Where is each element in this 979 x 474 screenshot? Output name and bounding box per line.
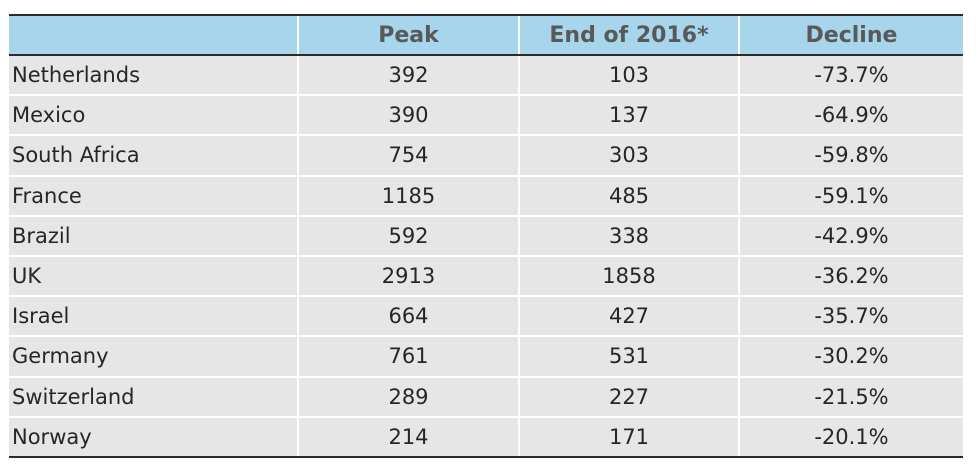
cell-decline: -30.2% — [738, 336, 963, 378]
cell-end-2016: 1858 — [518, 255, 739, 298]
cell-peak: 761 — [297, 336, 519, 378]
header-country — [9, 14, 298, 56]
cell-peak: 754 — [297, 135, 519, 177]
cell-decline: -59.1% — [738, 175, 963, 217]
table-row: Netherlands 392 103 -73.7% — [9, 55, 963, 97]
cell-decline: -36.2% — [738, 255, 963, 298]
cell-country: UK — [9, 255, 298, 298]
table-row: Switzerland 289 227 -21.5% — [9, 376, 963, 418]
cell-peak: 2913 — [297, 255, 519, 298]
header-decline: Decline — [738, 14, 963, 56]
table-row: South Africa 754 303 -59.8% — [9, 135, 963, 177]
cell-end-2016: 227 — [518, 376, 739, 418]
table-body: Netherlands 392 103 -73.7% Mexico 390 13… — [9, 55, 963, 458]
cell-end-2016: 103 — [518, 55, 739, 97]
cell-decline: -73.7% — [738, 55, 963, 97]
cell-end-2016: 338 — [518, 215, 739, 257]
cell-country: Mexico — [9, 95, 298, 137]
header-row: Peak End of 2016* Decline — [9, 14, 963, 56]
cell-peak: 214 — [297, 416, 519, 458]
table-row: Mexico 390 137 -64.9% — [9, 95, 963, 137]
table-header: Peak End of 2016* Decline — [9, 14, 963, 56]
cell-decline: -64.9% — [738, 95, 963, 137]
cell-peak: 390 — [297, 95, 519, 137]
table-row: France 1185 485 -59.1% — [9, 175, 963, 217]
cell-country: Israel — [9, 296, 298, 338]
cell-end-2016: 531 — [518, 336, 739, 378]
cell-country: Netherlands — [9, 55, 298, 97]
header-end-of-2016: End of 2016* — [518, 14, 739, 56]
cell-decline: -20.1% — [738, 416, 963, 458]
cell-end-2016: 303 — [518, 135, 739, 177]
table-row: UK 2913 1858 -36.2% — [9, 255, 963, 298]
cell-country: Norway — [9, 416, 298, 458]
table-row: Brazil 592 338 -42.9% — [9, 215, 963, 257]
cell-peak: 289 — [297, 376, 519, 418]
cell-end-2016: 137 — [518, 95, 739, 137]
cell-end-2016: 485 — [518, 175, 739, 217]
cell-end-2016: 171 — [518, 416, 739, 458]
cell-peak: 664 — [297, 296, 519, 338]
cell-decline: -59.8% — [738, 135, 963, 177]
cell-end-2016: 427 — [518, 296, 739, 338]
cell-decline: -35.7% — [738, 296, 963, 338]
data-table-container: Peak End of 2016* Decline Netherlands 39… — [9, 14, 963, 458]
cell-peak: 1185 — [297, 175, 519, 217]
cell-country: South Africa — [9, 135, 298, 177]
table-row: Germany 761 531 -30.2% — [9, 336, 963, 378]
cell-decline: -21.5% — [738, 376, 963, 418]
cell-country: Brazil — [9, 215, 298, 257]
table-row: Israel 664 427 -35.7% — [9, 296, 963, 338]
cell-country: France — [9, 175, 298, 217]
table-row: Norway 214 171 -20.1% — [9, 416, 963, 458]
cell-peak: 592 — [297, 215, 519, 257]
cell-country: Germany — [9, 336, 298, 378]
cell-peak: 392 — [297, 55, 519, 97]
header-peak: Peak — [297, 14, 519, 56]
decline-table: Peak End of 2016* Decline Netherlands 39… — [9, 14, 963, 458]
cell-decline: -42.9% — [738, 215, 963, 257]
cell-country: Switzerland — [9, 376, 298, 418]
